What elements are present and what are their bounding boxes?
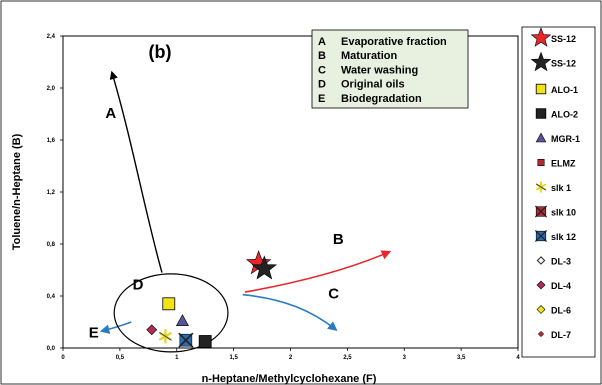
legend-label: DL-6 xyxy=(551,306,571,316)
y-tick-label: 1,6 xyxy=(47,138,56,144)
process-key-box xyxy=(311,29,469,109)
legend-label: SS-12 xyxy=(551,34,576,44)
x-tick-label: 2,5 xyxy=(343,355,352,361)
legend-marker-6 xyxy=(535,181,547,193)
legend-label: DL-3 xyxy=(551,257,571,267)
x-tick-label: 3,5 xyxy=(457,355,466,361)
x-tick-label: 0 xyxy=(61,355,65,361)
x-tick-label: 2 xyxy=(289,355,293,361)
y-tick-label: 2,0 xyxy=(47,86,56,92)
data-point-mgr-1 xyxy=(175,314,189,327)
process-key-letter: B xyxy=(318,50,326,62)
legend-marker-5 xyxy=(537,159,545,167)
process-key-letter: C xyxy=(318,64,326,76)
legend-label: slk 10 xyxy=(551,208,576,218)
arrow-E-curve xyxy=(99,321,132,334)
cross-stroke xyxy=(534,229,548,243)
arrow-B-curve xyxy=(244,250,392,293)
legend-marker-4 xyxy=(535,132,547,143)
process-key-text: Maturation xyxy=(341,50,398,62)
legend-label: DL-7 xyxy=(551,330,571,340)
legend-label: ELMZ xyxy=(551,159,576,169)
legend-label: SS-12 xyxy=(551,59,576,69)
x-tick-label: 0,5 xyxy=(116,355,125,361)
legend-marker-11 xyxy=(536,305,546,314)
asterisk-stroke xyxy=(159,331,172,341)
arrow-C-curve xyxy=(242,293,338,331)
process-key-text: Water washing xyxy=(341,64,418,76)
legend-marker-10 xyxy=(536,280,546,290)
process-key-letter: E xyxy=(318,93,325,105)
y-axis-title: Toluene/n-Heptane (B) xyxy=(11,133,23,250)
arrow-E-label: E xyxy=(89,325,99,342)
x-tick-label: 3 xyxy=(403,355,407,361)
legend-label: slk 1 xyxy=(551,183,571,193)
arrow-A-curve xyxy=(109,70,163,273)
y-tick-label: 0,4 xyxy=(47,294,56,300)
asterisk-stroke xyxy=(535,183,547,191)
x-tick-label: 1,5 xyxy=(229,355,238,361)
process-key: A Evaporative fraction B Maturation C Water w… xyxy=(311,29,469,109)
legend-marker-8 xyxy=(534,229,548,243)
ellipse-d-shape xyxy=(113,273,229,353)
data-point-dl-4 xyxy=(146,324,158,336)
y-tick-label: 1,2 xyxy=(47,190,56,196)
process-key-text: Biodegradation xyxy=(341,93,422,105)
arrow-A-label: A xyxy=(105,105,116,122)
data-point-alo-1 xyxy=(162,297,176,311)
data-point-ss-12 xyxy=(251,255,278,280)
cross-stroke xyxy=(534,205,548,218)
panel-label: (b) xyxy=(149,42,172,62)
data-point-slk-1 xyxy=(158,329,172,344)
legend-label: DL-4 xyxy=(551,281,571,291)
legend-box xyxy=(521,26,596,358)
legend-marker-9 xyxy=(536,256,546,265)
legend-label: ALO-2 xyxy=(551,110,578,120)
y-tick-label: 0,8 xyxy=(47,242,56,248)
legend-label: ALO-1 xyxy=(551,85,578,95)
legend-label: slk 12 xyxy=(551,232,576,242)
x-tick-label: 4 xyxy=(516,355,520,361)
x-axis-title: n-Heptane/Methylcyclohexane (F) xyxy=(202,373,377,385)
y-tick-label: 2,4 xyxy=(47,34,56,40)
legend-marker-2 xyxy=(535,83,547,95)
legend-marker-0 xyxy=(530,27,552,47)
legend-label: MGR-1 xyxy=(551,134,580,144)
arrow-B-label: B xyxy=(333,231,344,248)
cross-stroke xyxy=(178,332,194,348)
process-key-text: Original oils xyxy=(341,79,405,91)
arrow-C-label: C xyxy=(328,286,339,303)
data-point-slk-12 xyxy=(178,332,194,348)
legend-marker-7 xyxy=(534,205,548,218)
legend: SS-12 SS-12 ALO-1 ALO-2 MGR-1 ELMZ slk 1 slk 10… xyxy=(521,26,596,358)
legend-marker-3 xyxy=(535,108,547,119)
process-key-letter: A xyxy=(318,36,326,48)
legend-marker-12 xyxy=(537,330,545,338)
process-key-text: Evaporative fraction xyxy=(341,36,447,48)
legend-marker-1 xyxy=(530,51,552,72)
process-key-letter: D xyxy=(318,79,326,91)
y-tick-label: 0,0 xyxy=(47,346,56,352)
data-point-alo-2 xyxy=(198,335,212,348)
x-tick-label: 1 xyxy=(175,355,179,361)
ellipse-d-label: D xyxy=(133,277,144,294)
